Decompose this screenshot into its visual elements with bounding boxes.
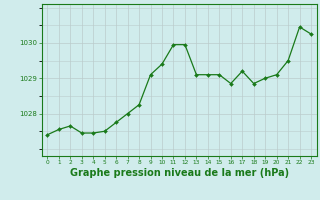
- X-axis label: Graphe pression niveau de la mer (hPa): Graphe pression niveau de la mer (hPa): [70, 168, 289, 178]
